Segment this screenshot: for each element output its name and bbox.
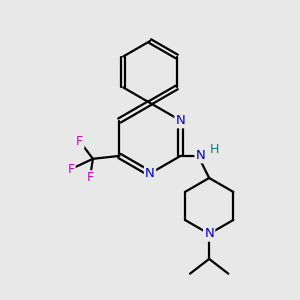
Text: N: N: [204, 227, 214, 240]
Text: N: N: [196, 149, 205, 162]
Text: F: F: [86, 172, 94, 184]
Text: F: F: [76, 135, 83, 148]
Text: H: H: [209, 143, 219, 156]
Text: F: F: [67, 163, 74, 176]
Text: N: N: [145, 167, 155, 180]
Text: N: N: [176, 114, 185, 127]
